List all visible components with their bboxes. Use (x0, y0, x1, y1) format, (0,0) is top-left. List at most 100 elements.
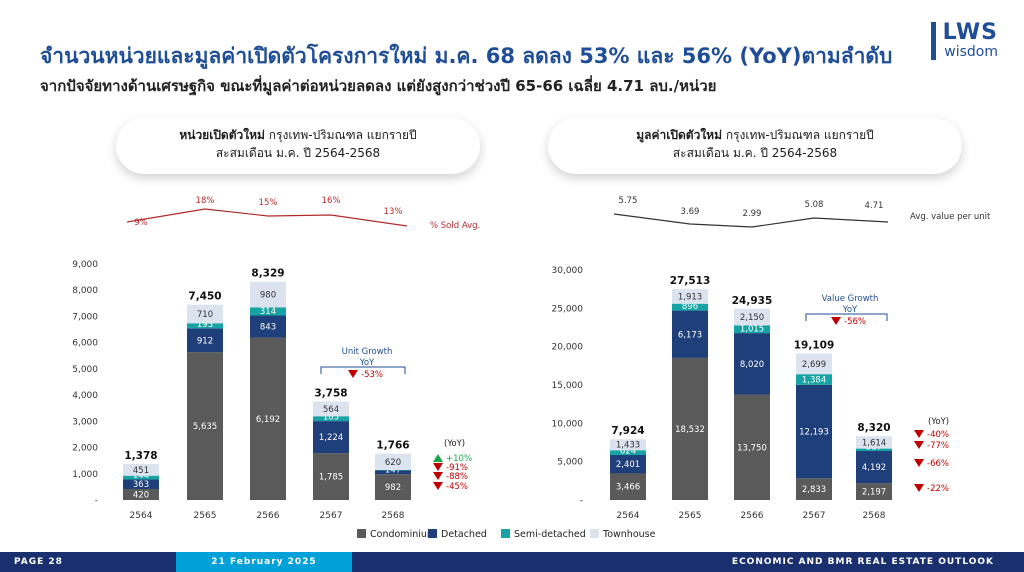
right-growth-label: Value Growth (822, 294, 879, 304)
right-line-point-label: 3.69 (681, 207, 700, 217)
left-bar-condominium (123, 488, 159, 500)
right-bar-value-label: 1,913 (678, 292, 702, 302)
footer-report-title: ECONOMIC AND BMR REAL ESTATE OUTLOOK (731, 557, 994, 567)
right-line-point-label: 2.99 (743, 209, 762, 219)
right-bar-value-label: 2,833 (802, 485, 826, 495)
left-bar-townhouse (250, 281, 286, 308)
footer-page: PAGE 28 (14, 557, 63, 567)
right-yoy-value: -40% (927, 430, 949, 440)
left-bar-value-label: 147 (385, 466, 401, 476)
company-logo: LWS wisdom (930, 20, 998, 60)
left-yoy-down-icon (433, 463, 443, 471)
right-yoy-down-icon (914, 430, 924, 438)
right-ytick-label: 20,000 (552, 343, 584, 353)
left-yoy-down-icon (433, 482, 443, 490)
right-yoy-down-icon (914, 484, 924, 492)
left-bar-semi-detached (375, 469, 411, 471)
left-bar-value-label: 6,192 (256, 415, 280, 425)
left-line-point-label: 15% (259, 198, 278, 208)
left-ytick-label: 6,000 (72, 339, 98, 349)
right-bar-value-label: 4,192 (862, 463, 886, 473)
right-bar-semi-detached (796, 374, 832, 385)
left-bar-townhouse (313, 401, 349, 417)
right-bar-semi-detached (610, 450, 646, 456)
legend-label: Detached (441, 529, 487, 540)
right-bar-value-label: 8,020 (740, 360, 764, 370)
page-subtitle: จากปัจจัยทางด้านเศรษฐกิจ ขณะที่มูลค่าต่อ… (40, 77, 717, 95)
left-growth-sub-label: YoY (359, 358, 375, 368)
right-bar-detached (672, 310, 708, 358)
left-xtick-label: 2564 (130, 511, 153, 521)
left-bar-value-label: 1,224 (319, 433, 343, 443)
right-bar-semi-detached (856, 448, 892, 452)
right-yoy-header: (YoY) (928, 417, 949, 427)
right-line-point-label: 5.08 (805, 200, 824, 210)
right-xtick-label: 2565 (679, 511, 702, 521)
left-bar-total-label: 1,378 (124, 450, 157, 462)
right-bar-detached (610, 455, 646, 474)
right-yoy-value: -22% (927, 484, 949, 494)
left-bar-townhouse (187, 304, 223, 324)
charts-canvas: - 1,000 2,000 3,000 4,000 5,000 6,000 7,000 8,00… (72, 196, 991, 540)
left-bar-townhouse (375, 453, 411, 470)
left-bar-value-label: 982 (385, 483, 401, 493)
left-growth-down-icon (348, 370, 358, 378)
right-yoy-down-icon (914, 441, 924, 449)
right-xtick-label: 2567 (803, 511, 826, 521)
right-bar-value-label: 2,150 (740, 313, 764, 323)
left-yoy-down-icon (433, 472, 443, 480)
right-ytick-label: 25,000 (552, 304, 584, 314)
logo-main-text: LWS (942, 20, 998, 45)
left-xtick-label: 2567 (320, 511, 343, 521)
left-ytick-label: 2,000 (72, 444, 98, 454)
legend-swatch-condominium (357, 529, 366, 538)
left-ytick-label: 5,000 (72, 365, 98, 375)
legend-label: Semi-detached (514, 529, 586, 540)
left-card-line2: สะสมเดือน ม.ค. ปี 2564-2568 (215, 146, 381, 160)
left-bar-condominium (313, 453, 349, 500)
right-bar-condominium (610, 473, 646, 500)
left-ytick-label: 3,000 (72, 417, 98, 427)
right-bar-value-label: 12,193 (799, 428, 829, 438)
right-bar-value-label: 1,433 (616, 441, 640, 451)
right-bar-value-label: 2,699 (802, 360, 826, 370)
left-ytick-label: 4,000 (72, 391, 98, 401)
legend-label: Condominium (370, 529, 436, 540)
right-bar-value-label: 2,197 (862, 488, 886, 498)
left-line-point-label: 9% (134, 218, 148, 228)
left-bar-value-label: 144 (133, 471, 149, 481)
right-card-bold: มูลค่าเปิดตัวใหม่ (636, 128, 723, 142)
left-card-bold: หน่วยเปิดตัวใหม่ (179, 128, 265, 142)
right-bar-value-label: 6,173 (678, 330, 702, 340)
left-bar-townhouse (123, 463, 159, 476)
left-ytick-label: 7,000 (72, 312, 98, 322)
right-bar-condominium (796, 478, 832, 500)
left-bar-total-label: 8,329 (251, 268, 284, 280)
left-bar-value-label: 912 (197, 336, 213, 346)
right-bar-value-label: 1,015 (740, 325, 764, 335)
left-bar-detached (313, 421, 349, 454)
footer-bar: PAGE 28 21 February 2025 ECONOMIC AND BM… (0, 552, 1024, 572)
left-card-rest: กรุงเทพ-ปริมณฑล แยกรายปี (264, 128, 417, 142)
right-bar-total-label: 19,109 (794, 339, 835, 351)
right-bar-value-label: 3,466 (616, 483, 640, 493)
left-line-point-label: 13% (384, 207, 403, 217)
right-bar-detached (796, 384, 832, 479)
right-bar-value-label: 624 (620, 447, 636, 457)
left-bar-value-label: 843 (260, 323, 276, 333)
left-bar-value-label: 314 (260, 307, 276, 317)
left-ytick-label: - (95, 496, 98, 506)
left-chart-title-card: หน่วยเปิดตัวใหม่ กรุงเทพ-ปริมณฑล แยกรายป… (116, 118, 480, 174)
right-line-series (613, 213, 889, 228)
left-bar-semi-detached (313, 416, 349, 422)
left-bar-semi-detached (123, 475, 159, 480)
right-bar-total-label: 7,924 (611, 425, 644, 437)
logo-sub-text: wisdom (944, 44, 998, 60)
legend-swatch-detached (428, 529, 437, 538)
right-bar-value-label: 1,614 (862, 438, 886, 448)
right-xtick-label: 2564 (617, 511, 640, 521)
left-ytick-label: 1,000 (72, 470, 98, 480)
left-bar-detached (375, 470, 411, 475)
right-ytick-label: 30,000 (552, 266, 584, 276)
right-yoy-value: -66% (927, 459, 949, 469)
